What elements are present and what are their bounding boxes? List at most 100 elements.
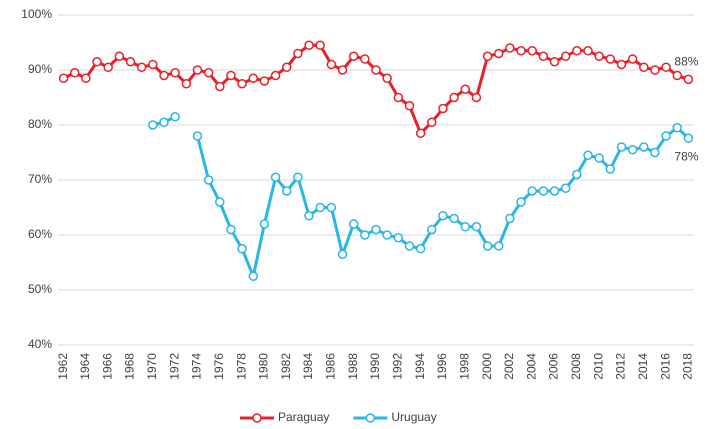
x-tick-label: 1984 — [301, 353, 315, 380]
y-tick-label: 80% — [28, 117, 52, 131]
point — [248, 73, 259, 83]
point — [360, 54, 370, 64]
x-tick-label: 2008 — [569, 353, 583, 380]
point — [337, 249, 348, 259]
point — [393, 92, 404, 103]
x-tick-label: 1964 — [78, 353, 92, 380]
point — [549, 57, 560, 67]
series-line — [196, 125, 690, 282]
point — [360, 230, 370, 240]
point — [560, 183, 571, 193]
point — [505, 213, 515, 224]
series-line — [62, 43, 689, 136]
x-tick-label: 2014 — [636, 353, 650, 380]
point — [58, 73, 69, 83]
point — [270, 70, 281, 81]
point — [248, 271, 259, 281]
point — [583, 46, 593, 56]
point — [438, 211, 448, 221]
x-tick-label: 1994 — [413, 353, 427, 380]
x-tick-label: 2002 — [502, 353, 516, 380]
point — [215, 197, 225, 207]
point — [293, 48, 303, 59]
point — [583, 150, 593, 160]
x-tick-label: 1972 — [167, 353, 181, 380]
point — [337, 65, 348, 75]
point — [427, 224, 437, 235]
point — [549, 186, 560, 196]
x-tick-label: 2006 — [547, 353, 561, 380]
legend-marker — [252, 413, 262, 423]
x-tick-label: 2004 — [524, 353, 538, 380]
x-tick-label: 1996 — [435, 353, 449, 380]
point — [493, 48, 504, 59]
point — [493, 241, 504, 251]
y-tick-label: 60% — [28, 227, 52, 241]
y-tick-label: 100% — [21, 7, 52, 21]
point — [572, 46, 582, 56]
point — [148, 120, 158, 130]
x-tick-label: 1970 — [145, 353, 159, 380]
legend-label: Paraguay — [278, 410, 329, 424]
point — [371, 224, 381, 235]
point — [627, 54, 638, 64]
point — [136, 62, 147, 72]
point — [572, 169, 582, 180]
point — [159, 70, 169, 81]
point — [226, 70, 236, 81]
point — [348, 51, 359, 61]
point — [114, 51, 125, 61]
point — [650, 147, 660, 158]
point — [415, 244, 426, 254]
point — [237, 79, 247, 89]
point — [69, 68, 80, 78]
data-label: 88% — [674, 55, 698, 69]
point — [605, 54, 616, 64]
x-tick-label: 1966 — [100, 353, 114, 380]
point — [281, 186, 292, 196]
point — [382, 73, 392, 83]
y-tick-label: 90% — [28, 62, 52, 76]
point — [192, 131, 203, 141]
point — [415, 128, 426, 138]
point — [404, 241, 415, 251]
x-tick-label: 1990 — [368, 353, 382, 380]
point — [594, 51, 604, 61]
x-tick-label: 2016 — [658, 353, 672, 380]
point — [471, 92, 482, 103]
point — [683, 74, 694, 85]
point — [471, 222, 482, 232]
point — [527, 186, 537, 196]
x-tick-label: 1998 — [457, 353, 471, 380]
point — [215, 81, 225, 92]
point — [315, 202, 325, 213]
point — [326, 202, 337, 213]
point — [159, 117, 169, 127]
x-tick-label: 1974 — [190, 353, 204, 380]
y-tick-label: 40% — [28, 337, 52, 351]
x-tick-label: 1978 — [234, 353, 248, 380]
x-tick-label: 1988 — [346, 353, 360, 380]
point — [672, 70, 683, 81]
point — [538, 51, 549, 61]
point — [527, 46, 537, 56]
legend-label: Uruguay — [391, 410, 436, 424]
point — [538, 186, 549, 196]
x-tick-label: 1962 — [56, 353, 70, 380]
point — [103, 62, 113, 72]
point — [170, 112, 180, 122]
point — [616, 142, 627, 152]
point — [304, 211, 314, 221]
point — [393, 233, 404, 243]
point — [259, 219, 270, 229]
point — [560, 51, 571, 61]
point — [315, 40, 325, 50]
point — [482, 51, 493, 61]
point — [449, 213, 459, 224]
x-tick-label: 2018 — [681, 353, 695, 380]
point — [505, 43, 515, 53]
point — [181, 79, 192, 89]
x-tick-label: 1982 — [279, 353, 293, 380]
point — [650, 65, 660, 75]
